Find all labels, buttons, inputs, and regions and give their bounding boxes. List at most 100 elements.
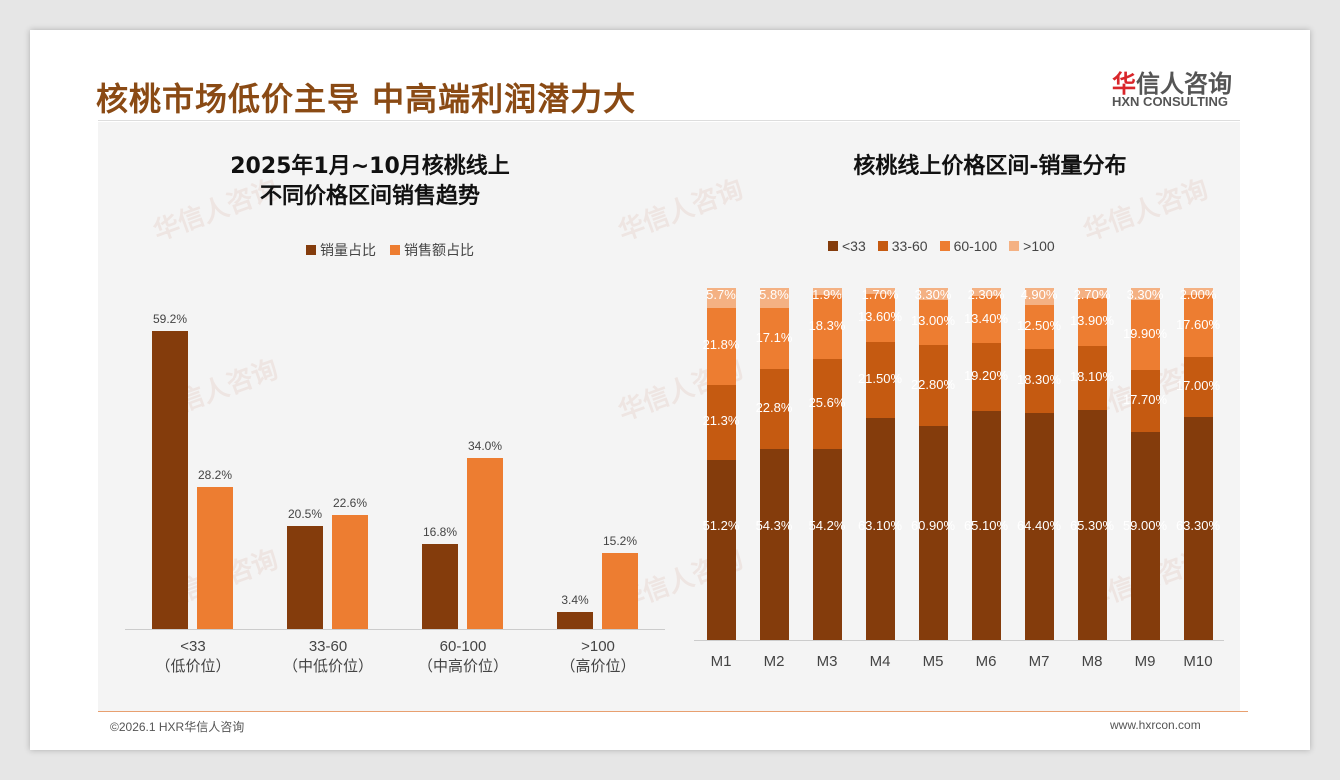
legend-swatch xyxy=(877,241,888,251)
stack-segment-0 xyxy=(919,425,948,640)
stack-segment-0 xyxy=(707,459,736,640)
legend-label: >100 xyxy=(1023,238,1055,254)
segment-label: 12.50% xyxy=(1016,317,1062,333)
data-label: 15.2% xyxy=(602,533,638,548)
bar-sales xyxy=(467,457,503,629)
x-tick-label: M8 xyxy=(1081,653,1103,670)
stack-segment-1 xyxy=(707,384,736,460)
segment-label: 22.8% xyxy=(755,399,793,415)
legend-item: 60-100 xyxy=(939,238,997,254)
right-legend: <33 33-60 60-100 >100 xyxy=(828,238,1055,254)
bar-sales xyxy=(197,487,233,629)
bar-sales xyxy=(602,552,638,629)
bar-volume xyxy=(422,544,458,629)
stack-segment-3 xyxy=(1184,288,1213,296)
bar-volume xyxy=(557,611,593,629)
right-x-axis xyxy=(694,640,1224,641)
segment-label: 21.8% xyxy=(702,337,740,353)
legend-swatch xyxy=(828,241,838,251)
segment-label: 17.00% xyxy=(1175,378,1221,394)
legend-swatch xyxy=(939,241,950,251)
legend-label: 销售额占比 xyxy=(404,242,474,258)
segment-label: 18.3% xyxy=(808,317,846,333)
data-label: 22.6% xyxy=(332,496,368,511)
title-line: 不同价格区间销售趋势 xyxy=(259,184,480,209)
x-tick-label: <33 xyxy=(180,638,206,655)
stack-segment-1 xyxy=(919,345,948,426)
segment-label: 25.6% xyxy=(808,395,846,411)
stack-segment-0 xyxy=(1184,417,1213,640)
segment-label: 3.30% xyxy=(914,287,952,302)
stack-segment-1 xyxy=(1078,346,1107,411)
stack-segment-1 xyxy=(866,342,895,418)
legend-swatch xyxy=(1009,241,1020,251)
segment-label: 60.90% xyxy=(910,518,956,533)
segment-label: 17.60% xyxy=(1175,317,1221,333)
stack-segment-2 xyxy=(1078,297,1107,347)
segment-label: 3.30% xyxy=(1126,287,1164,303)
x-tick-label: M9 xyxy=(1134,653,1156,670)
legend-item: 销量占比 xyxy=(306,240,376,260)
legend-item: >100 xyxy=(1009,238,1055,254)
stack-segment-2 xyxy=(1131,299,1160,370)
segment-label: 2.30% xyxy=(967,287,1005,302)
data-label: 59.2% xyxy=(152,312,188,327)
stack-segment-1 xyxy=(813,359,842,450)
stack-segment-1 xyxy=(1131,370,1160,433)
stack-segment-1 xyxy=(972,343,1001,411)
title-line: 2025年1月~10月核桃线上 xyxy=(230,154,510,179)
stack-segment-1 xyxy=(760,368,789,449)
legend-swatch xyxy=(390,245,400,255)
x-tick-label: M10 xyxy=(1183,653,1213,670)
stack-segment-0 xyxy=(866,417,895,640)
stack-segment-2 xyxy=(1184,295,1213,358)
segment-label: 63.10% xyxy=(857,518,903,533)
stack-segment-2 xyxy=(760,308,789,369)
x-tick-label: M1 xyxy=(710,653,732,670)
left-chart-title: 2025年1月~10月核桃线上 不同价格区间销售趋势 xyxy=(170,152,570,212)
data-label: 34.0% xyxy=(467,438,503,453)
stack-segment-0 xyxy=(1025,413,1054,640)
legend-item: 销售额占比 xyxy=(390,240,474,260)
segment-label: 64.40% xyxy=(1016,518,1062,533)
segment-label: 63.30% xyxy=(1175,518,1221,533)
segment-label: 59.00% xyxy=(1122,518,1168,533)
legend-item: 33-60 xyxy=(877,238,928,254)
segment-label: 13.90% xyxy=(1069,312,1115,328)
stack-segment-0 xyxy=(760,448,789,640)
data-label: 3.4% xyxy=(561,592,589,607)
segment-label: 21.3% xyxy=(702,413,740,429)
footer-url: www.hxrcon.com xyxy=(1110,718,1201,732)
stack-segment-3 xyxy=(972,288,1001,297)
data-label: 20.5% xyxy=(287,506,323,521)
page-title: 核桃市场低价主导 中高端利润潜力大 xyxy=(96,80,637,118)
stack-segment-3 xyxy=(919,288,948,300)
stack-segment-1 xyxy=(1025,348,1054,414)
segment-label: 22.80% xyxy=(910,376,956,392)
x-tick-label: M6 xyxy=(975,653,997,670)
segment-label: 65.30% xyxy=(1069,518,1115,533)
segment-label: 2.70% xyxy=(1073,287,1111,302)
x-tick-label: 60-100 xyxy=(439,638,487,655)
segment-label: 13.60% xyxy=(857,309,903,325)
segment-label: 13.40% xyxy=(963,310,1009,326)
stack-segment-3 xyxy=(1078,288,1107,298)
right-chart-title: 核桃线上价格区间-销量分布 xyxy=(853,154,1127,179)
footer-divider xyxy=(98,711,1248,712)
data-label: 28.2% xyxy=(197,468,233,483)
segment-label: 4.90% xyxy=(1020,286,1058,302)
stack-segment-3 xyxy=(813,288,842,295)
stack-segment-2 xyxy=(813,294,842,360)
segment-label: 21.50% xyxy=(857,371,903,387)
x-tick-label: M2 xyxy=(763,653,785,670)
data-label: 16.8% xyxy=(422,525,458,540)
x-tick-label: >100 xyxy=(581,638,615,655)
segment-label: 17.70% xyxy=(1122,392,1168,408)
legend-label: <33 xyxy=(842,238,866,254)
stack-segment-2 xyxy=(707,308,736,385)
segment-label: 18.30% xyxy=(1016,372,1062,388)
segment-label: 5.7% xyxy=(706,287,736,302)
x-tick-sublabel: （中高价位） xyxy=(418,658,509,675)
x-tick-sublabel: （低价位） xyxy=(155,658,231,675)
stack-segment-0 xyxy=(1131,432,1160,640)
